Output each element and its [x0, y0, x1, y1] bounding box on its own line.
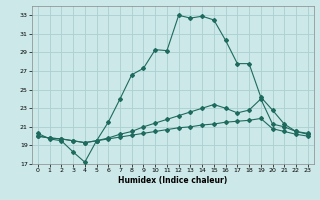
X-axis label: Humidex (Indice chaleur): Humidex (Indice chaleur)	[118, 176, 228, 185]
